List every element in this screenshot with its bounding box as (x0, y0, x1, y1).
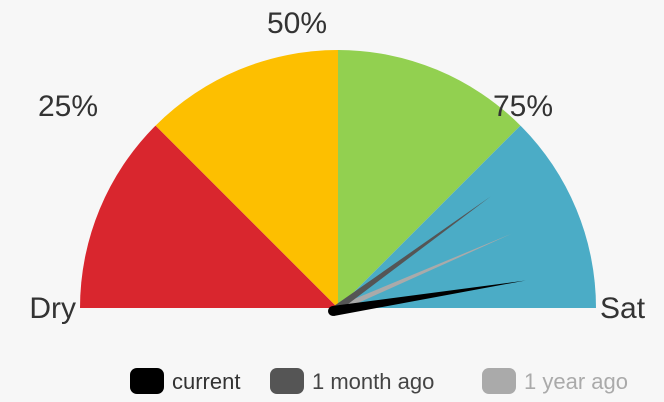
tick-label: Dry (29, 292, 76, 325)
tick-label: 25% (38, 90, 98, 123)
needle (332, 280, 526, 316)
gauge-band (155, 50, 338, 308)
legend-swatch (482, 368, 516, 394)
needle (331, 233, 512, 314)
gauge-band (80, 125, 338, 308)
tick-label: 50% (267, 7, 327, 40)
gauge-band (338, 50, 521, 308)
legend-swatch (270, 368, 304, 394)
tick-label: Sat (600, 292, 646, 325)
needle (330, 196, 491, 314)
legend-label: 1 month ago (312, 369, 434, 394)
legend-label: current (172, 369, 240, 394)
needle-hub (328, 306, 338, 316)
legend-label: 1 year ago (524, 369, 628, 394)
legend-swatch (130, 368, 164, 394)
tick-label: 75% (493, 90, 553, 123)
